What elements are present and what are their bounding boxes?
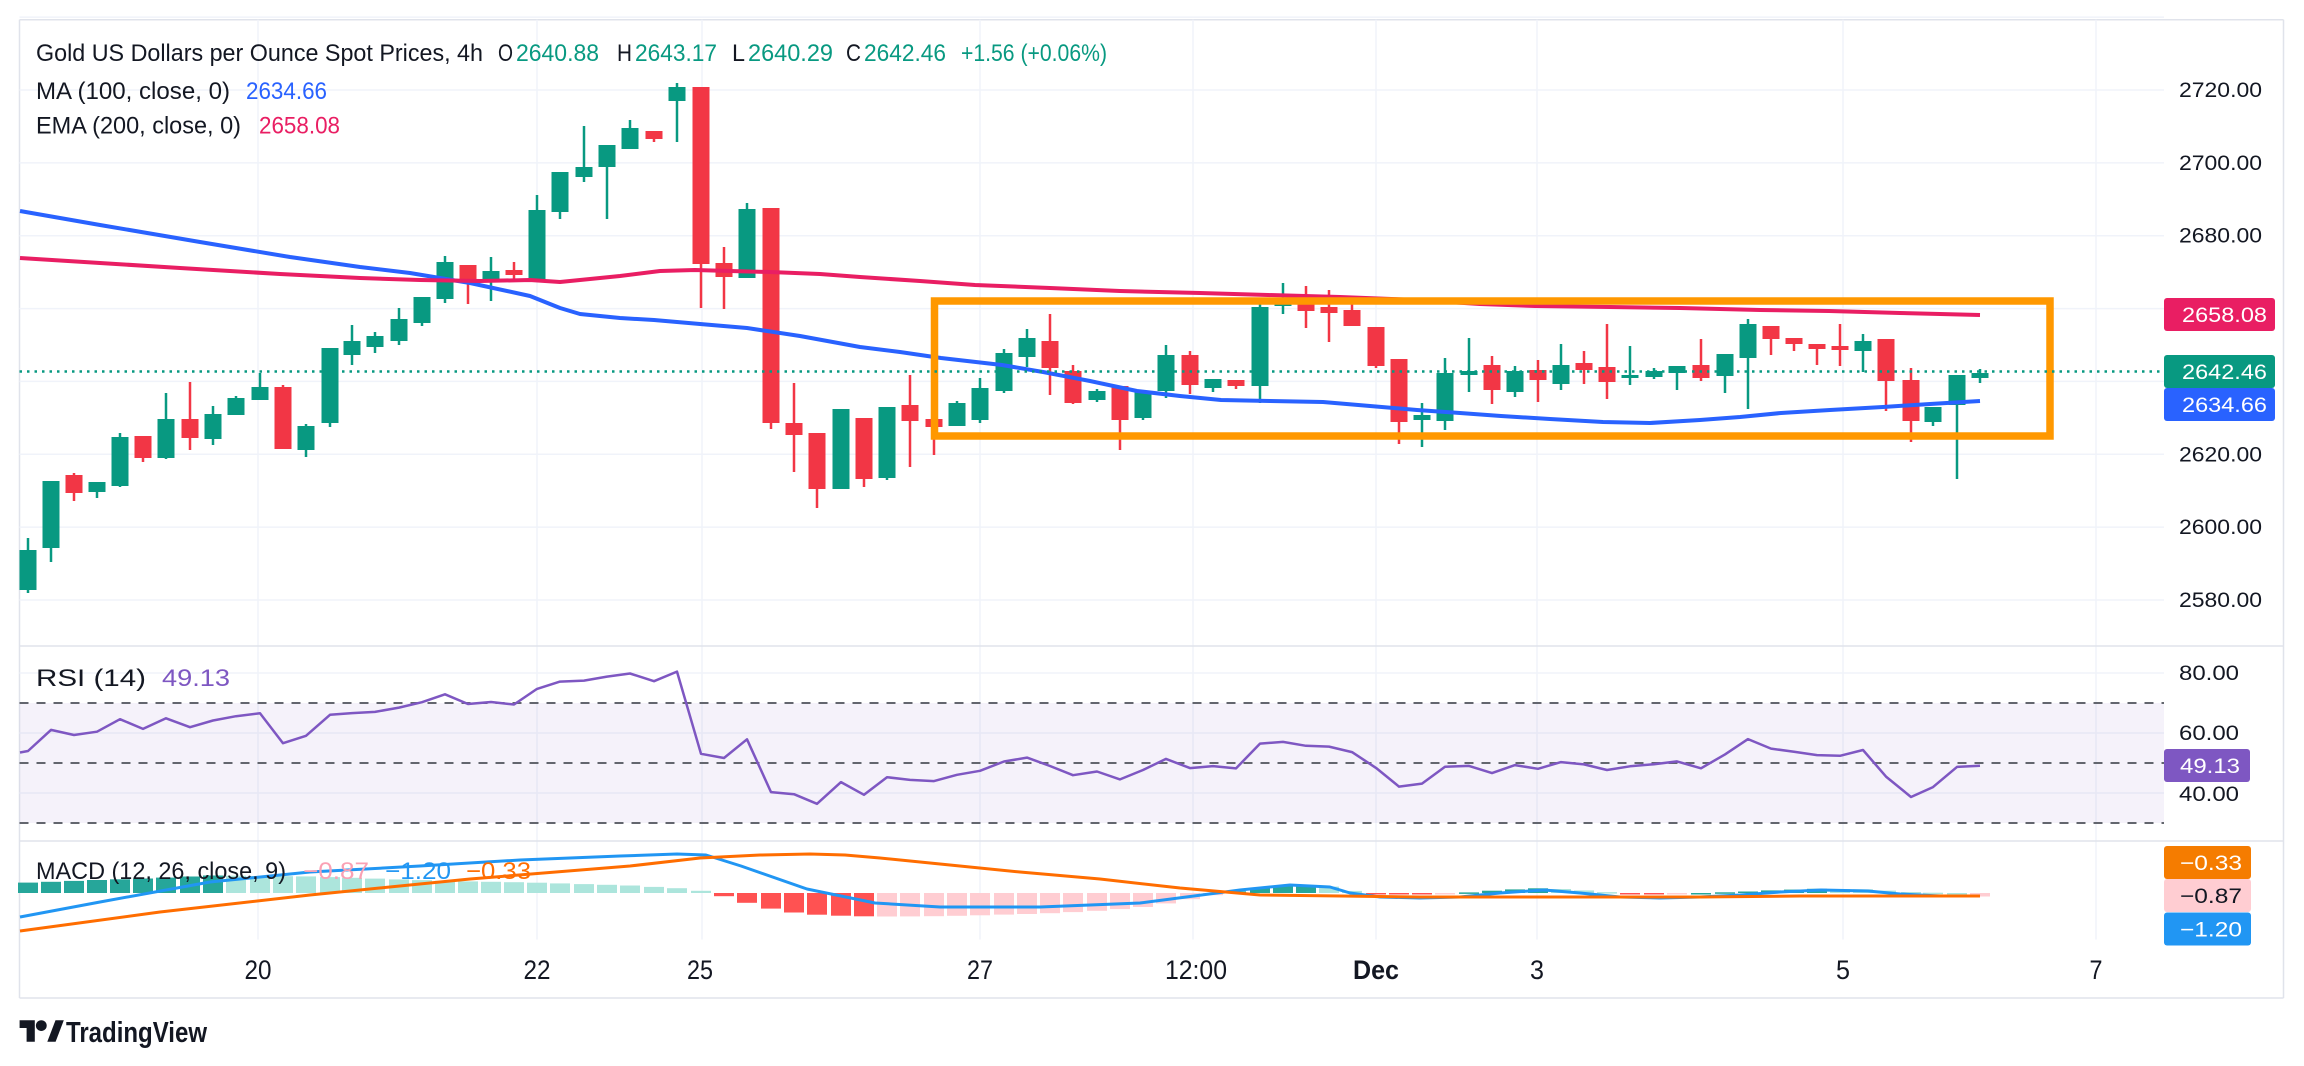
svg-text:EMA (200, close, 0): EMA (200, close, 0) (36, 113, 241, 140)
svg-text:L: L (732, 40, 745, 67)
svg-text:2640.88: 2640.88 (516, 40, 599, 67)
svg-text:2642.46: 2642.46 (2182, 361, 2267, 384)
svg-text:25: 25 (687, 955, 713, 985)
svg-text:MACD (12, 26, close, 9): MACD (12, 26, close, 9) (36, 858, 286, 885)
svg-text:MA (100, close, 0): MA (100, close, 0) (36, 78, 230, 105)
svg-text:2642.46: 2642.46 (864, 40, 946, 67)
svg-text:2640.29: 2640.29 (748, 40, 833, 67)
svg-text:+1.56 (+0.06%): +1.56 (+0.06%) (961, 40, 1107, 67)
svg-text:Dec: Dec (1353, 955, 1399, 985)
svg-text:3: 3 (1530, 955, 1544, 985)
svg-text:−1.20: −1.20 (385, 858, 451, 885)
svg-text:80.00: 80.00 (2179, 662, 2239, 685)
svg-text:2658.08: 2658.08 (259, 113, 340, 140)
svg-text:2658.08: 2658.08 (2182, 304, 2267, 327)
svg-text:−0.33: −0.33 (2180, 852, 2242, 875)
svg-text:22: 22 (524, 955, 551, 985)
svg-text:12:00: 12:00 (1165, 955, 1227, 985)
svg-text:2680.00: 2680.00 (2179, 225, 2262, 248)
svg-text:TradingView: TradingView (66, 1017, 207, 1049)
svg-text:O: O (498, 40, 513, 67)
svg-text:2700.00: 2700.00 (2179, 152, 2262, 175)
svg-text:49.13: 49.13 (2180, 755, 2240, 778)
svg-text:−0.87: −0.87 (2180, 885, 2242, 908)
svg-text:−0.33: −0.33 (466, 858, 531, 885)
svg-text:Gold US Dollars per Ounce Spot: Gold US Dollars per Ounce Spot Prices, 4… (36, 40, 483, 67)
svg-text:2643.17: 2643.17 (635, 40, 717, 67)
svg-text:−0.87: −0.87 (303, 858, 369, 885)
svg-text:2600.00: 2600.00 (2179, 516, 2262, 539)
svg-text:7: 7 (2090, 955, 2103, 985)
svg-text:H: H (617, 40, 632, 67)
svg-text:−1.20: −1.20 (2180, 919, 2242, 942)
svg-text:C: C (846, 40, 861, 67)
svg-text:2720.00: 2720.00 (2179, 79, 2262, 102)
svg-text:40.00: 40.00 (2179, 783, 2239, 806)
svg-text:5: 5 (1836, 955, 1850, 985)
svg-text:2634.66: 2634.66 (246, 78, 327, 105)
svg-text:20: 20 (245, 955, 272, 985)
svg-text:2620.00: 2620.00 (2179, 443, 2262, 466)
svg-text:27: 27 (967, 955, 993, 985)
svg-text:60.00: 60.00 (2179, 722, 2239, 745)
svg-text:2634.66: 2634.66 (2182, 394, 2267, 417)
svg-text:2580.00: 2580.00 (2179, 589, 2262, 612)
svg-text:49.13: 49.13 (162, 665, 230, 692)
svg-text:RSI (14): RSI (14) (36, 665, 146, 692)
